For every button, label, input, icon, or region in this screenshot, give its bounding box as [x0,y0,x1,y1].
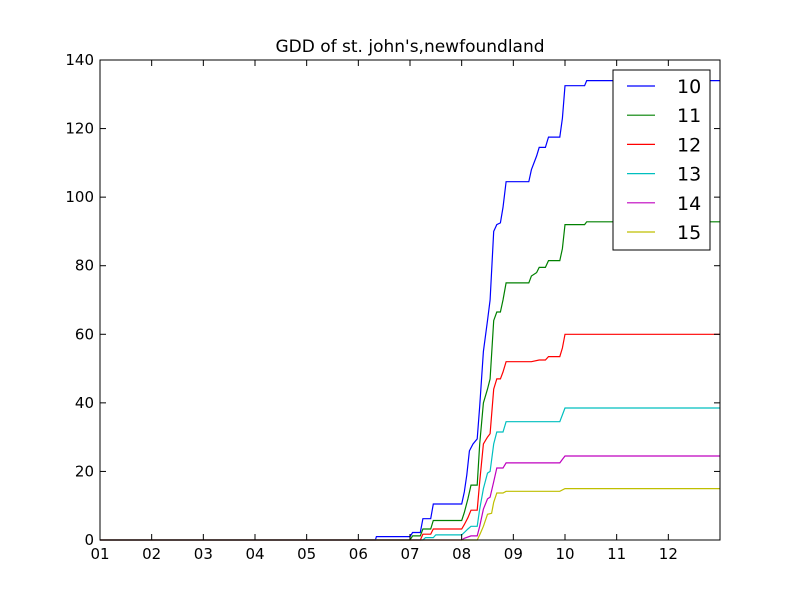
y-tick-label: 120 [65,120,94,138]
legend-label: 14 [677,193,701,215]
y-tick-label: 20 [75,462,94,480]
x-tick-label: 02 [142,545,161,563]
legend-label: 10 [677,76,701,98]
x-tick-label: 10 [555,545,574,563]
y-tick-label: 140 [65,51,94,69]
series-line-11 [100,221,720,541]
chart-title: GDD of st. john's,newfoundland [275,37,544,57]
legend-label: 15 [677,222,701,244]
x-tick-label: 01 [90,545,109,563]
series-lines [100,80,720,541]
y-tick-label: 0 [84,531,94,549]
x-tick-label: 07 [400,545,419,563]
legend-label: 11 [677,105,701,127]
series-line-15 [100,488,720,541]
x-tick-label: 12 [659,545,678,563]
x-tick-label: 05 [297,545,316,563]
y-tick-label: 60 [75,325,94,343]
legend: 10 11 12 13 14 15 [612,69,711,251]
legend-label: 12 [677,134,701,156]
x-tick-label: 09 [504,545,523,563]
axis-ticks: 0 20 40 60 80 100 120 140 01 02 03 04 05 06 07 08 09 10 11… [65,51,720,563]
x-tick-label: 11 [607,545,626,563]
x-tick-label: 06 [349,545,368,563]
x-tick-label: 04 [245,545,264,563]
x-tick-label: 08 [452,545,471,563]
series-line-12 [100,333,720,541]
series-line-13 [100,407,720,541]
x-tick-label: 03 [194,545,213,563]
legend-box [612,69,711,251]
series-line-14 [100,455,720,541]
y-tick-label: 40 [75,394,94,412]
plot-frame [99,59,721,541]
series-line-10 [100,80,720,541]
y-tick-label: 100 [65,188,94,206]
y-tick-label: 80 [75,257,94,275]
legend-label: 13 [677,164,701,186]
